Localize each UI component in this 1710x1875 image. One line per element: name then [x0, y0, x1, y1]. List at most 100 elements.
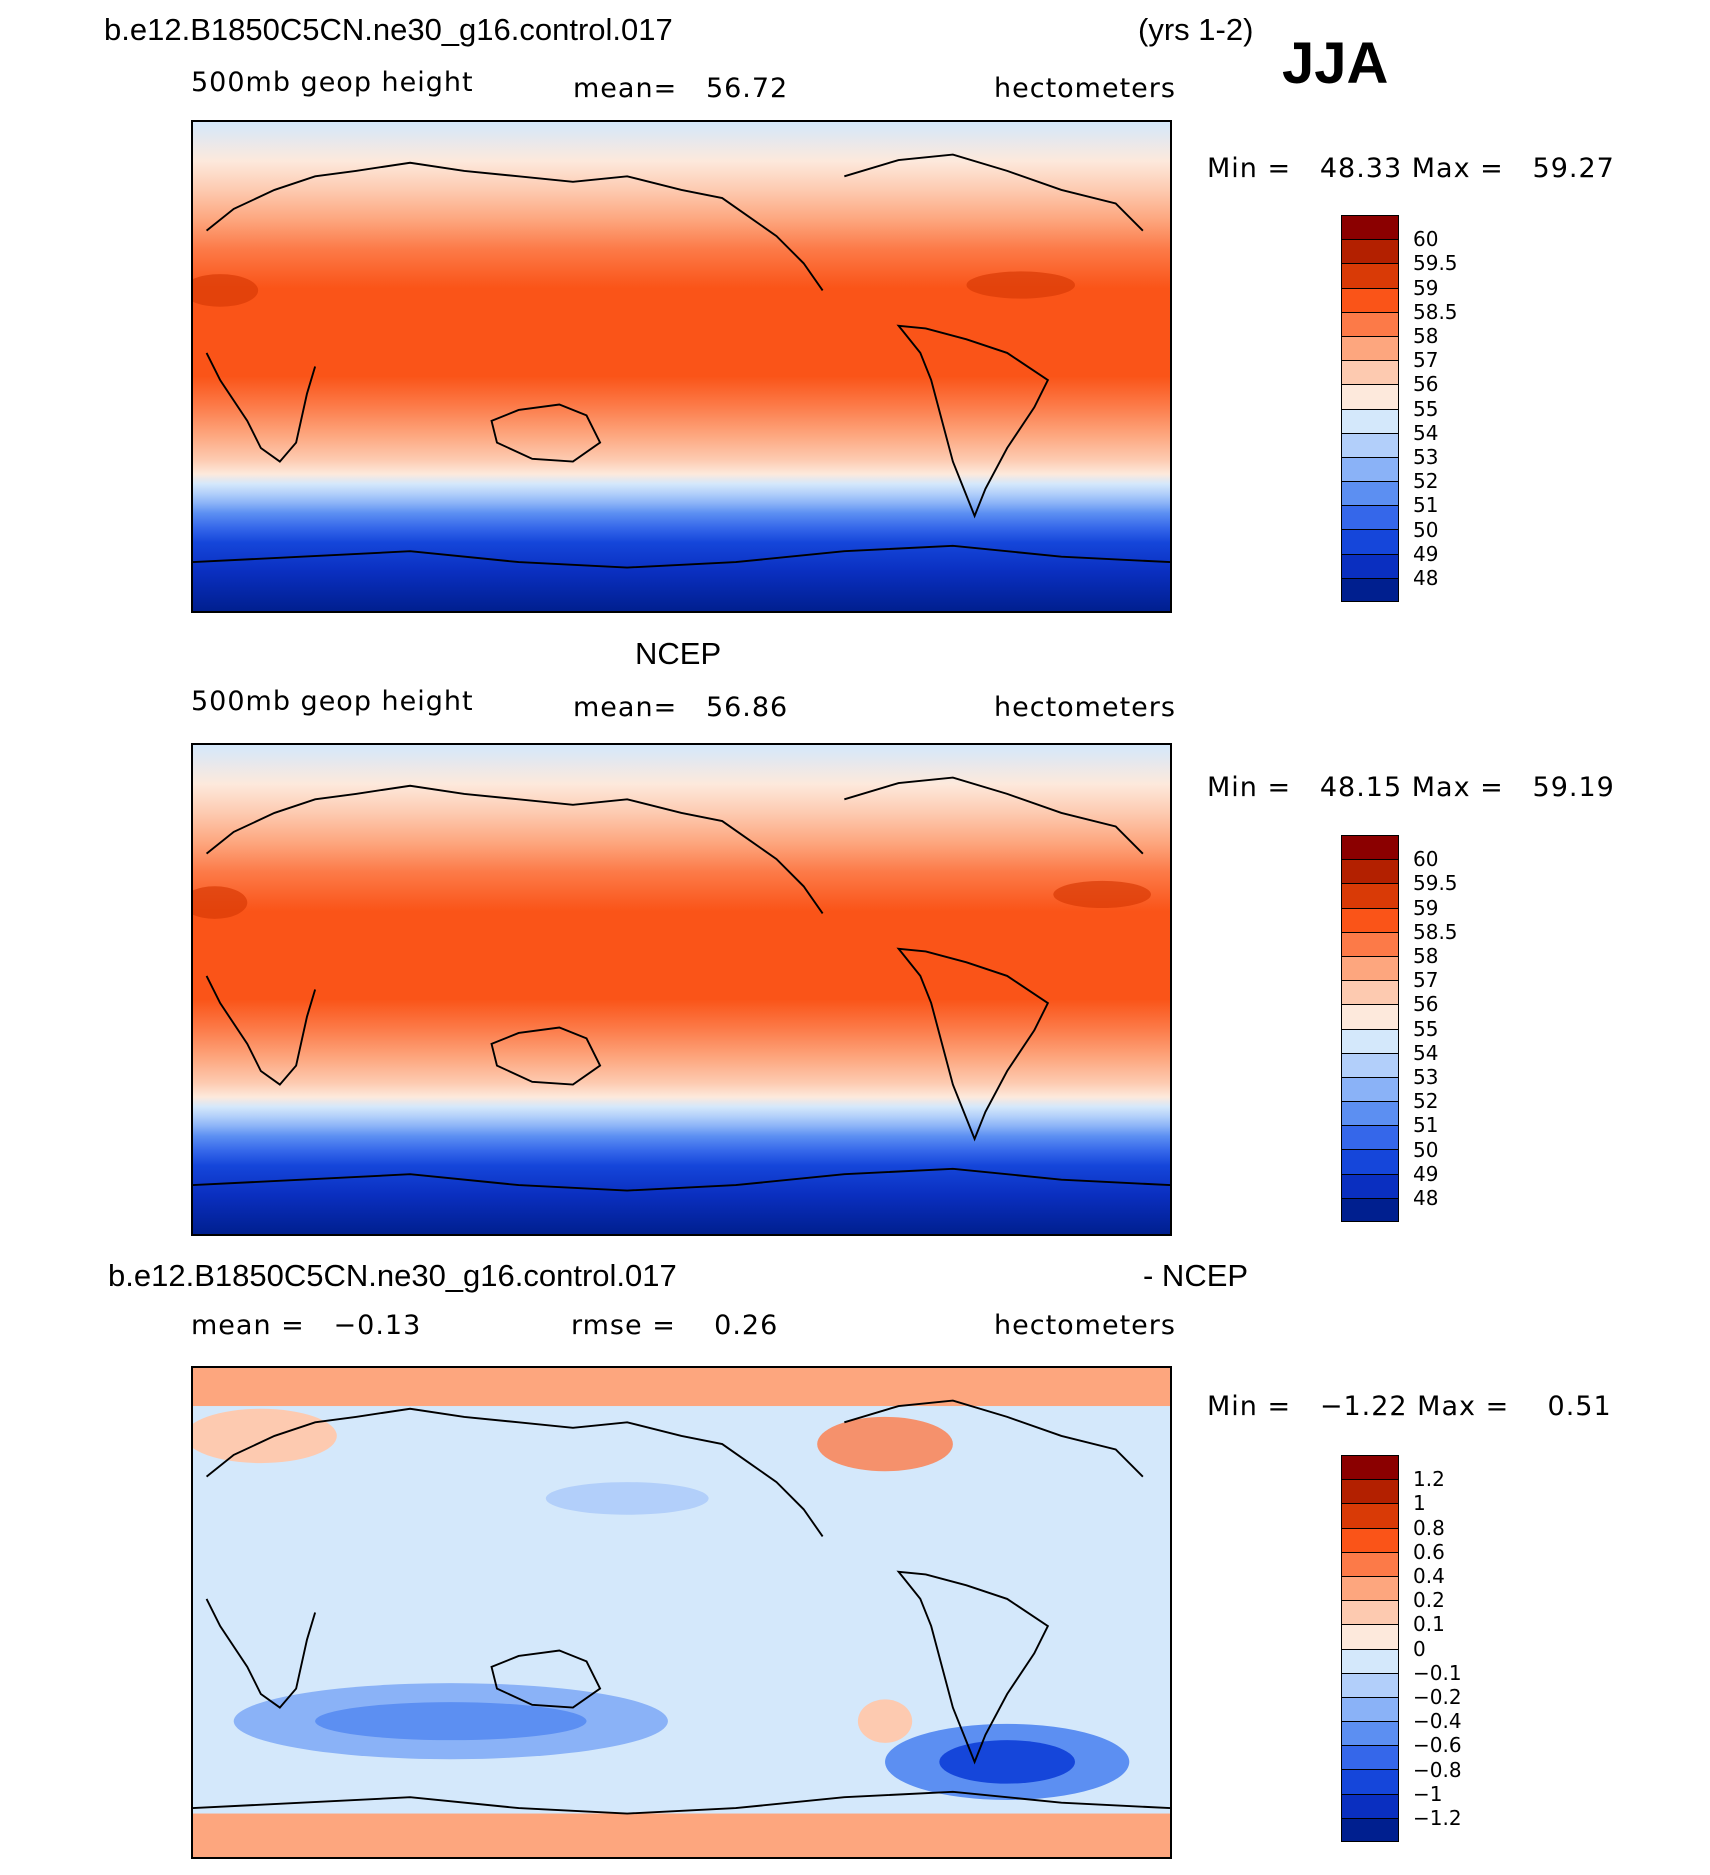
map-panel-obs: [191, 743, 1172, 1236]
colorbar-swatch: [1341, 360, 1399, 385]
colorbar-swatch: [1341, 1769, 1399, 1794]
colorbar-swatch: [1341, 384, 1399, 409]
coastlines: [193, 153, 1170, 569]
colorbar-swatch: [1341, 1600, 1399, 1625]
colorbar-swatch: [1341, 1624, 1399, 1649]
colorbar-swatch: [1341, 1672, 1399, 1697]
colorbar-tick-label: 54: [1413, 420, 1439, 445]
colorbar-swatch: [1341, 1028, 1399, 1053]
panel1-minmax: Min = 48.33 Max = 59.27: [1207, 153, 1615, 184]
colorbar-tick-label: 0.6: [1413, 1539, 1445, 1564]
colorbar-tick-label: 49: [1413, 1161, 1439, 1186]
colorbar-tick-label: 59.5: [1413, 251, 1458, 276]
colorbar-swatch: [1341, 907, 1399, 932]
colorbar-tick-label: −1.2: [1413, 1806, 1462, 1830]
colorbar-model: [1341, 215, 1399, 602]
panel3-rmse-label: rmse = 0.26: [571, 1310, 779, 1341]
colorbar-tick-label: 48: [1413, 1186, 1439, 1210]
colorbar-tick-label: 58.5: [1413, 919, 1458, 944]
colorbar-tick-label: 0.4: [1413, 1564, 1445, 1588]
colorbar-tick-label: 0.1: [1413, 1612, 1445, 1637]
colorbar-swatch: [1341, 1197, 1399, 1222]
colorbar-tick-label: 51: [1413, 1113, 1439, 1138]
colorbar-tick-label: 56: [1413, 372, 1439, 397]
colorbar-tick-label: −0.2: [1413, 1685, 1462, 1709]
colorbar-swatch: [1341, 432, 1399, 457]
colorbar-swatch: [1341, 1125, 1399, 1150]
colorbar-tick-label: 57: [1413, 968, 1439, 993]
colorbar-tick-label: 55: [1413, 396, 1439, 421]
colorbar-tick-label: 58.5: [1413, 299, 1458, 324]
colorbar-swatch: [1341, 1575, 1399, 1601]
colorbar-tick-label: 58: [1413, 324, 1439, 348]
colorbar-tick-label: 49: [1413, 541, 1439, 566]
colorbar-swatch: [1341, 835, 1399, 860]
colorbar-obs: [1341, 835, 1399, 1222]
colorbar-swatch: [1341, 311, 1399, 336]
panel1-units-label: hectometers: [994, 73, 1176, 104]
panel3-title-right: - NCEP: [1143, 1258, 1249, 1293]
colorbar-swatch: [1341, 456, 1399, 482]
colorbar-tick-label: 53: [1413, 1065, 1439, 1089]
panel3-title-left: b.e12.B1850C5CN.ne30_g16.control.017: [108, 1258, 677, 1293]
colorbar-tick-label: −1: [1413, 1781, 1443, 1806]
colorbar-swatch: [1341, 1696, 1399, 1722]
colorbar-tick-label: 51: [1413, 493, 1439, 518]
colorbar-tick-label: −0.6: [1413, 1733, 1462, 1758]
colorbar-swatch: [1341, 1551, 1399, 1576]
colorbar-swatch: [1341, 239, 1399, 264]
colorbar-swatch: [1341, 1745, 1399, 1770]
colorbar-swatch: [1341, 1076, 1399, 1102]
colorbar-tick-label: 0.2: [1413, 1588, 1445, 1613]
panel2-variable-label: 500mb geop height: [191, 686, 474, 717]
colorbar-swatch: [1341, 1527, 1399, 1552]
colorbar-swatch: [1341, 505, 1399, 530]
colorbar-tick-label: 56: [1413, 992, 1439, 1017]
panel1-mean-label: mean= 56.72: [573, 73, 789, 104]
map-obs-svg: [193, 745, 1170, 1234]
panel3-units-label: hectometers: [994, 1310, 1176, 1341]
colorbar-swatch: [1341, 577, 1399, 602]
colorbar-swatch: [1341, 287, 1399, 312]
colorbar-tick-label: 59.5: [1413, 871, 1458, 896]
colorbar-swatch: [1341, 1721, 1399, 1746]
colorbar-tick-label: 0.8: [1413, 1515, 1445, 1540]
colorbar-tick-label: 0: [1413, 1636, 1426, 1661]
colorbar-tick-label: 60: [1413, 227, 1439, 252]
panel2-minmax: Min = 48.15 Max = 59.19: [1207, 772, 1615, 803]
coastlines: [193, 776, 1170, 1192]
colorbar-tick-label: 50: [1413, 517, 1439, 542]
colorbar-tick-label: 58: [1413, 944, 1439, 968]
colorbar-tick-label: −0.1: [1413, 1660, 1462, 1685]
colorbar-swatch: [1341, 1101, 1399, 1126]
colorbar-swatch: [1341, 1173, 1399, 1198]
colorbar-tick-label: 60: [1413, 847, 1439, 872]
colorbar-tick-label: −0.4: [1413, 1709, 1462, 1734]
colorbar-tick-label: 55: [1413, 1016, 1439, 1041]
colorbar-diff: [1341, 1455, 1399, 1842]
colorbar-tick-label: 52: [1413, 1089, 1439, 1114]
panel3-minmax: Min = −1.22 Max = 0.51: [1207, 1391, 1612, 1422]
colorbar-swatch: [1341, 1149, 1399, 1174]
coastlines: [193, 1399, 1170, 1815]
colorbar-swatch: [1341, 980, 1399, 1005]
panel2-title: NCEP: [635, 636, 722, 671]
colorbar-tick-label: 1.2: [1413, 1467, 1445, 1492]
colorbar-swatch: [1341, 481, 1399, 506]
colorbar-swatch: [1341, 955, 1399, 981]
colorbar-swatch: [1341, 1817, 1399, 1842]
colorbar-tick-label: 59: [1413, 275, 1439, 300]
colorbar-tick-label: 59: [1413, 895, 1439, 920]
map-diff-svg: [193, 1368, 1170, 1857]
colorbar-tick-label: −0.8: [1413, 1757, 1462, 1782]
colorbar-swatch: [1341, 1648, 1399, 1673]
colorbar-swatch: [1341, 859, 1399, 884]
case-title: b.e12.B1850C5CN.ne30_g16.control.017: [104, 12, 673, 47]
colorbar-tick-label: 53: [1413, 445, 1439, 469]
panel3-mean-label: mean = −0.13: [191, 1310, 422, 1341]
colorbar-tick-label: 57: [1413, 348, 1439, 373]
colorbar-swatch: [1341, 1479, 1399, 1504]
colorbar-tick-label: 54: [1413, 1040, 1439, 1065]
colorbar-tick-label: 48: [1413, 566, 1439, 590]
colorbar-swatch: [1341, 931, 1399, 956]
